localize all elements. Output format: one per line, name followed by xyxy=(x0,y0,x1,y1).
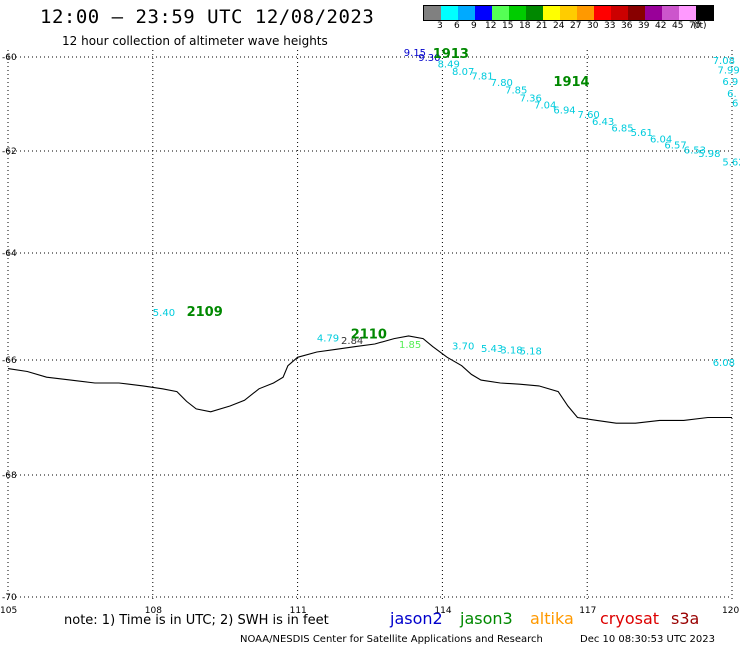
wave-height-value: 6.08 xyxy=(713,358,735,369)
wave-height-value: 2.84 xyxy=(341,336,363,347)
legend-swatch xyxy=(526,6,543,20)
antarctic-coastline xyxy=(7,335,732,424)
longitude-label: 120 xyxy=(722,606,739,616)
legend-swatch xyxy=(611,6,628,20)
map-title: 12:00 – 23:59 UTC 12/08/2023 xyxy=(40,6,375,28)
legend-label: 21 xyxy=(536,21,548,31)
legend-swatch xyxy=(628,6,645,20)
satellite-altika: altika xyxy=(530,609,574,628)
pass-time-label: 1914 xyxy=(553,75,589,90)
legend-label: 36 xyxy=(621,21,633,31)
legend-label: 70 xyxy=(689,21,701,31)
legend-swatch xyxy=(475,6,492,20)
legend-label: 24 xyxy=(553,21,565,31)
wave-height-value: 5.40 xyxy=(153,308,175,319)
longitude-label: 117 xyxy=(579,606,596,616)
satellite-cryosat: cryosat xyxy=(600,609,660,628)
latitude-label: -70 xyxy=(2,593,17,603)
latitude-label: -60 xyxy=(2,53,17,63)
wave-height-value: 6.53 xyxy=(684,146,706,157)
legend-label: 15 xyxy=(502,21,514,31)
legend-swatch xyxy=(458,6,475,20)
wave-height-value: 1.85 xyxy=(399,340,421,351)
legend-label: 33 xyxy=(604,21,616,31)
wave-height-value: 7.36 xyxy=(520,94,542,105)
wave-height-value: 6.9 xyxy=(722,77,738,88)
wave-height-value: 6.04 xyxy=(650,135,672,146)
wave-height-value: 9.15 xyxy=(404,48,426,59)
legend-swatch xyxy=(492,6,509,20)
wave-height-value: 6.94 xyxy=(553,105,575,116)
wave-height-value: 6.85 xyxy=(611,123,633,134)
wave-height-value: 7.04 xyxy=(534,101,556,112)
wave-height-value: 7.85 xyxy=(505,86,527,97)
legend-label: 45 xyxy=(672,21,684,31)
note-text: note: 1) Time is in UTC; 2) SWH is in fe… xyxy=(64,613,329,628)
legend-label: 6 xyxy=(454,21,460,31)
wave-height-value: 5.98 xyxy=(698,149,720,160)
legend-label: 18 xyxy=(519,21,531,31)
legend-swatch xyxy=(696,6,713,20)
wave-height-value: 5.43 xyxy=(481,344,503,355)
legend-swatch xyxy=(577,6,594,20)
wave-height-value: 7.60 xyxy=(578,110,600,121)
satellite-jason3: jason3 xyxy=(460,609,513,628)
legend-label: 27 xyxy=(570,21,582,31)
footer-timestamp: Dec 10 08:30:53 UTC 2023 xyxy=(580,634,715,645)
wave-height-color-legend xyxy=(423,5,714,21)
footer-credit: NOAA/NESDIS Center for Satellite Applica… xyxy=(240,634,543,645)
wave-height-value: 7.08 xyxy=(713,56,735,67)
latitude-label: -66 xyxy=(2,356,17,366)
wave-height-value: 5.18 xyxy=(520,347,542,358)
legend-label: 30 xyxy=(587,21,599,31)
wave-height-value: 7.80 xyxy=(491,78,513,89)
legend-label: 12 xyxy=(485,21,497,31)
pass-time-label: 2109 xyxy=(187,305,223,320)
pass-time-label: 1913 xyxy=(433,47,469,62)
longitude-label: 111 xyxy=(290,606,307,616)
legend-swatch xyxy=(424,6,441,20)
legend-swatch xyxy=(441,6,458,20)
wave-height-value: 6. xyxy=(727,89,737,100)
legend-label: 39 xyxy=(638,21,650,31)
pass-time-label: 2110 xyxy=(351,328,387,343)
latitude-label: -62 xyxy=(2,147,17,157)
wave-height-value: 3.70 xyxy=(452,341,474,352)
wave-height-value: 6.57 xyxy=(664,141,686,152)
satellite-jason2: jason2 xyxy=(390,609,443,628)
latitude-label: -68 xyxy=(2,471,17,481)
wave-height-value: 6.43 xyxy=(592,117,614,128)
legend-label: 42 xyxy=(655,21,667,31)
legend-label: 9 xyxy=(471,21,477,31)
wave-height-value: 8.07 xyxy=(452,67,474,78)
wave-height-value: 8.49 xyxy=(438,59,460,70)
map-subtitle: 12 hour collection of altimeter wave hei… xyxy=(62,34,328,48)
satellite-s3a: s3a xyxy=(671,609,700,628)
legend-swatch xyxy=(560,6,577,20)
legend-swatch xyxy=(645,6,662,20)
legend-swatch xyxy=(679,6,696,20)
wave-height-value: 3.18 xyxy=(500,346,522,357)
wave-height-value: 5.62 xyxy=(722,157,740,168)
wave-height-value: 7.81 xyxy=(471,72,493,83)
longitude-label: 108 xyxy=(145,606,162,616)
legend-swatch xyxy=(509,6,526,20)
legend-swatch xyxy=(594,6,611,20)
wave-height-value: 5.61 xyxy=(631,128,653,139)
wave-height-value: 6 xyxy=(732,98,738,109)
latitude-label: -64 xyxy=(2,249,17,259)
longitude-label: 105 xyxy=(0,606,17,616)
longitude-label: 114 xyxy=(434,606,451,616)
wave-height-value: 9.30 xyxy=(418,53,440,64)
legend-label: 3 xyxy=(437,21,443,31)
wave-height-value: 7.99 xyxy=(718,65,740,76)
legend-label: (ft) xyxy=(693,21,707,31)
wave-height-value: 4.79 xyxy=(317,333,339,344)
legend-swatch xyxy=(543,6,560,20)
legend-swatch xyxy=(662,6,679,20)
